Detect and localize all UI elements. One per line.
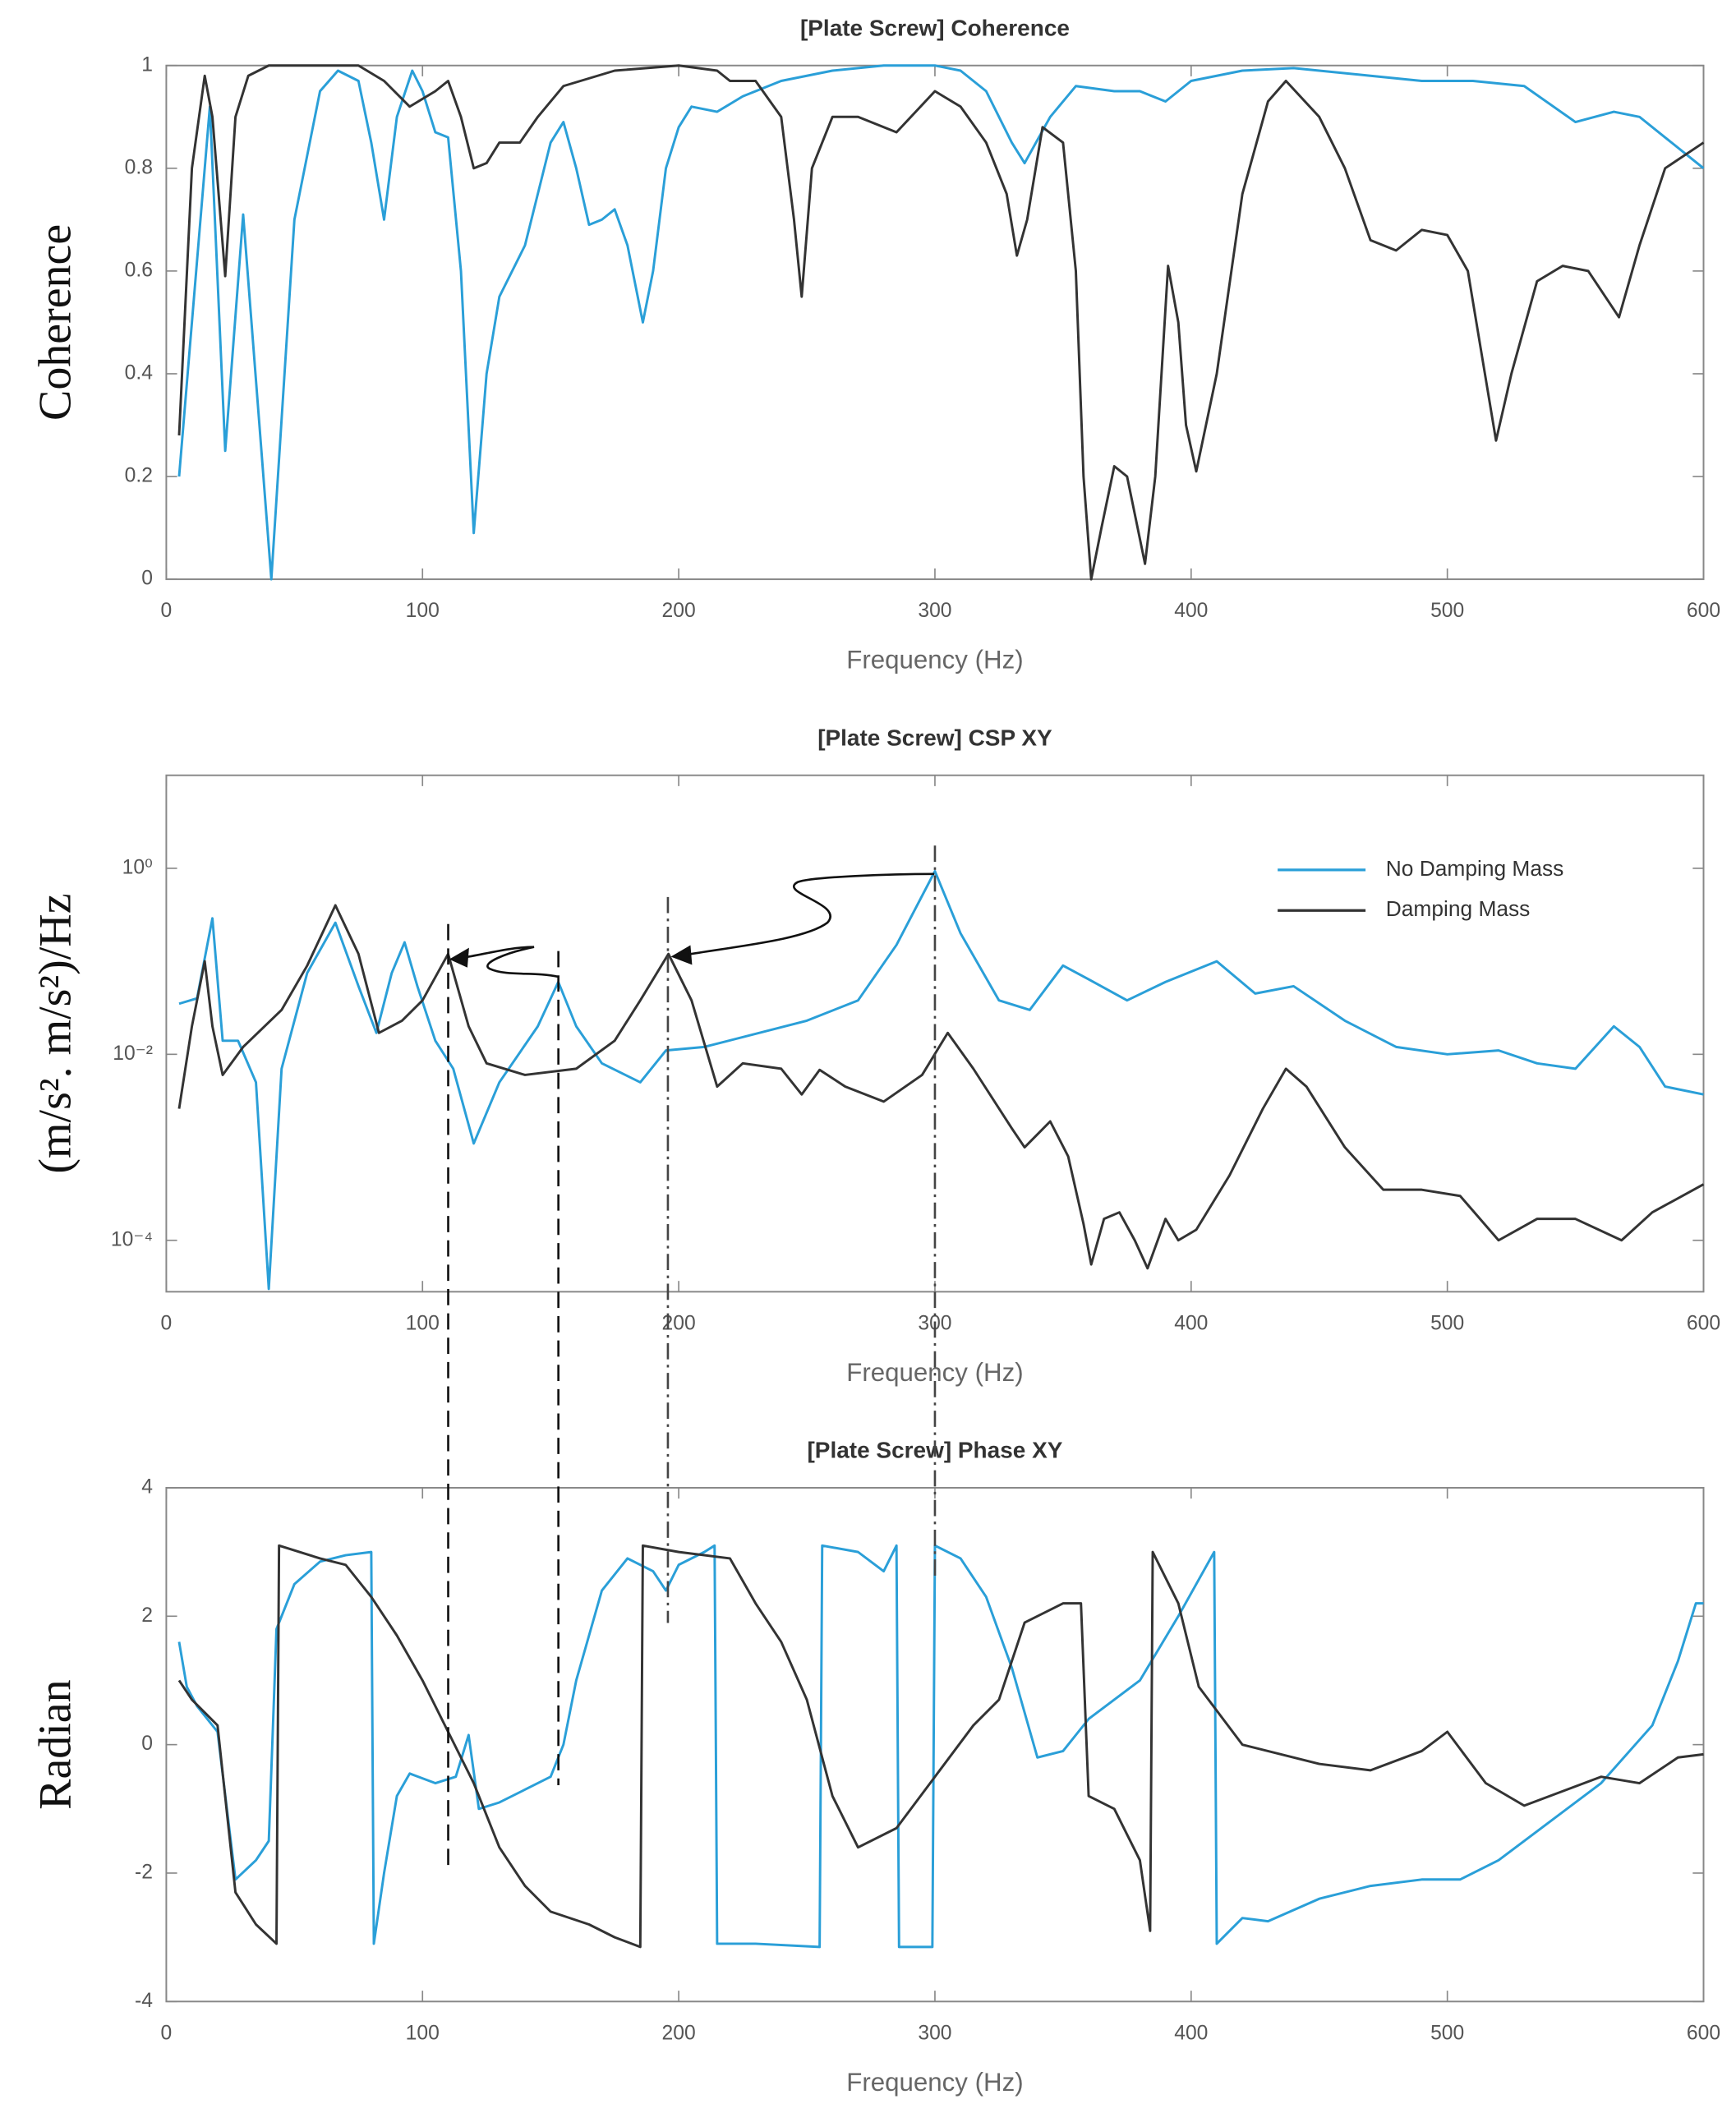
x-tick-label: 400	[1174, 2022, 1208, 2044]
y-tick-label: 10⁻²	[113, 1043, 153, 1065]
y-tick-label: 0.6	[125, 259, 153, 281]
x-tick-label: 600	[1687, 600, 1720, 622]
legend-label: No Damping Mass	[1386, 856, 1564, 881]
y-axis-label: Radian	[30, 1679, 81, 1809]
x-tick-label: 0	[161, 1312, 173, 1334]
series-line	[178, 870, 1704, 1291]
y-tick-label: -4	[135, 1990, 153, 2012]
y-tick-label: 1	[141, 53, 153, 76]
x-tick-label: 100	[406, 2022, 440, 2044]
x-tick-label: 400	[1174, 600, 1208, 622]
y-tick-label: 0	[141, 568, 153, 590]
legend-label: Damping Mass	[1386, 896, 1531, 921]
x-tick-label: 300	[918, 2022, 951, 2044]
x-tick-label: 0	[161, 2022, 173, 2044]
series-line	[177, 1544, 1704, 1949]
chart-title: [Plate Screw] Coherence	[800, 16, 1070, 41]
x-axis-label: Frequency (Hz)	[846, 646, 1023, 674]
y-tick-label: 0.8	[125, 156, 153, 178]
plot-area	[165, 64, 1705, 581]
arrow	[462, 946, 559, 978]
x-tick-label: 300	[918, 600, 951, 622]
annotations	[447, 845, 937, 1873]
y-axis-label: Coherence	[30, 224, 81, 421]
arrow-head	[670, 945, 693, 965]
plots: [Plate Screw] Coherence Frequency (Hz) Coh…	[30, 16, 1721, 2097]
x-tick-label: 600	[1687, 1312, 1720, 1334]
series-line	[177, 1544, 1704, 1949]
y-tick-label: 2	[141, 1604, 153, 1627]
x-tick-label: 400	[1174, 1312, 1208, 1334]
series-line	[177, 904, 1705, 1270]
x-tick-label: 100	[406, 600, 440, 622]
y-tick-label: 10⁻⁴	[111, 1228, 153, 1250]
x-tick-label: 500	[1430, 2022, 1464, 2044]
chart-title: [Plate Screw] CSP XY	[817, 725, 1052, 751]
arrow	[684, 872, 935, 956]
series-line	[177, 64, 1705, 581]
x-tick-label: 500	[1430, 1312, 1464, 1334]
y-tick-label: 0	[141, 1733, 153, 1755]
x-axis-label: Frequency (Hz)	[846, 2068, 1023, 2097]
y-tick-label: -2	[135, 1861, 153, 1883]
y-tick-label: 10⁰	[122, 856, 153, 878]
arrow-head	[449, 947, 469, 968]
y-tick-label: 0.2	[125, 465, 153, 487]
x-tick-label: 200	[662, 600, 696, 622]
x-tick-label: 600	[1687, 2022, 1720, 2044]
x-tick-label: 100	[406, 1312, 440, 1334]
y-tick-label: 4	[141, 1475, 153, 1498]
x-tick-label: 200	[662, 2022, 696, 2044]
y-tick-label: 0.4	[125, 361, 153, 384]
x-tick-label: 500	[1430, 600, 1464, 622]
series-line	[177, 64, 1705, 581]
y-axis-label: (m/s². m/s²)/Hz	[30, 893, 81, 1173]
x-tick-label: 0	[161, 600, 173, 622]
